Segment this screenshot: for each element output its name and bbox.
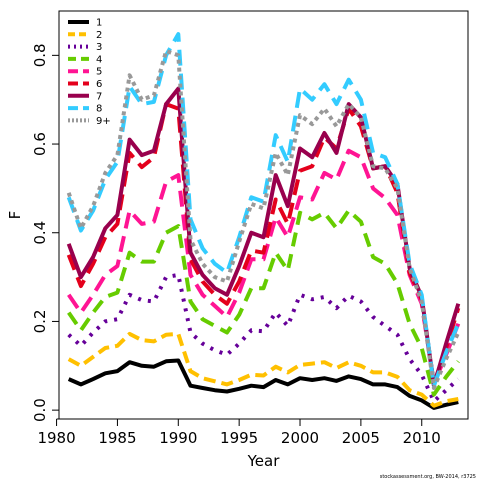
series-line-1 (67, 358, 459, 410)
legend-label: 6 (96, 79, 102, 90)
legend-label: 3 (96, 42, 102, 53)
series-line-6 (66, 102, 461, 386)
x-tick-label: 1990 (159, 429, 197, 447)
credit-text: stockassessment.org, BW-2014, r3725 (380, 474, 476, 480)
series-line-5 (67, 148, 461, 386)
y-tick-label: 0.8 (31, 43, 49, 67)
legend-label: 9+ (96, 116, 111, 127)
legend-label: 8 (96, 104, 102, 115)
series-layer (66, 32, 461, 410)
legend-label: 1 (96, 18, 102, 29)
x-tick-label: 1980 (37, 429, 75, 447)
series-line-2 (67, 331, 459, 408)
y-axis: 0.0 0.2 0.4 0.6 0.8 (31, 43, 60, 422)
x-axis-title: Year (247, 452, 281, 470)
series-line-4 (67, 208, 460, 397)
legend-label: 5 (96, 67, 102, 78)
y-tick-label: 0.0 (31, 398, 49, 422)
y-tick-label: 0.6 (31, 132, 49, 156)
legend-label: 4 (96, 54, 102, 65)
series-line-9plus (66, 48, 461, 390)
series-line-8 (66, 32, 461, 388)
x-tick-label: 1985 (98, 429, 136, 447)
x-axis: 1980 1985 1990 1995 2000 2005 2010 (37, 418, 441, 447)
x-tick-label: 2010 (403, 429, 441, 447)
y-axis-title: F (6, 211, 24, 220)
legend-label: 2 (96, 30, 102, 41)
x-tick-label: 2005 (342, 429, 380, 447)
x-tick-label: 2000 (281, 429, 319, 447)
y-tick-label: 0.2 (31, 310, 49, 334)
legend-label: 7 (96, 91, 102, 102)
x-tick-label: 1995 (220, 429, 258, 447)
y-tick-label: 0.4 (31, 221, 49, 245)
